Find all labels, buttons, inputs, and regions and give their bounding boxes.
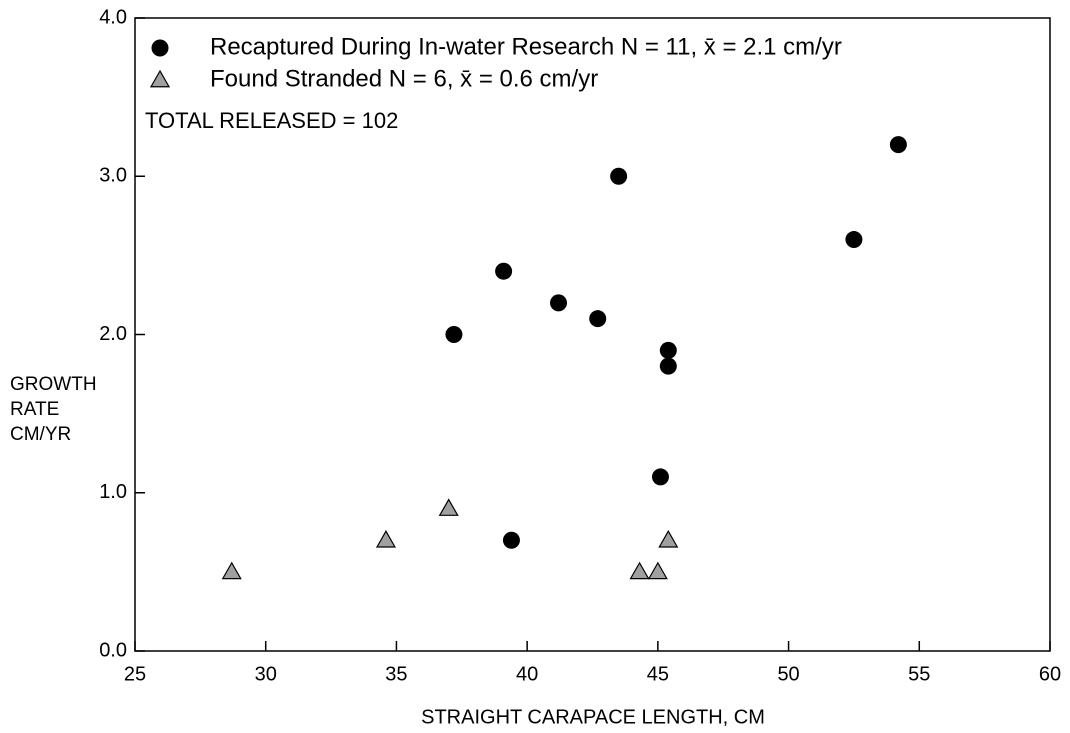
- circle-marker: [589, 310, 607, 328]
- triangle-marker: [438, 498, 459, 516]
- x-tick-label: 55: [908, 663, 930, 685]
- y-tick-label: 1.0: [99, 481, 127, 503]
- y-axis-label: GROWTH: [10, 374, 97, 395]
- triangle-marker: [629, 561, 650, 580]
- x-tick-label: 30: [255, 663, 277, 685]
- circle-marker: [845, 231, 863, 249]
- legend-label: Recaptured During In-water Research N = …: [210, 33, 842, 60]
- y-tick-label: 2.0: [99, 323, 127, 345]
- y-tick-label: 3.0: [99, 165, 127, 187]
- circle-marker: [445, 326, 463, 343]
- circle-marker: [502, 531, 520, 549]
- annotation: TOTAL RELEASED = 102: [145, 108, 398, 133]
- circle-marker: [550, 294, 568, 312]
- x-tick-label: 50: [777, 663, 799, 685]
- triangle-marker: [647, 561, 668, 580]
- x-axis-label: STRAIGHT CARAPACE LENGTH, CM: [421, 706, 765, 728]
- y-axis-label: RATE: [10, 399, 59, 420]
- x-tick-label: 35: [385, 663, 407, 685]
- y-tick-label: 4.0: [99, 6, 127, 28]
- x-tick-label: 25: [124, 663, 146, 685]
- circle-marker: [610, 167, 628, 185]
- circle-marker: [495, 262, 513, 280]
- y-tick-label: 0.0: [99, 639, 127, 661]
- triangle-marker: [658, 530, 679, 548]
- x-tick-label: 45: [647, 663, 669, 685]
- x-tick-label: 40: [516, 663, 538, 685]
- x-tick-label: 60: [1039, 663, 1061, 685]
- y-axis-label: CM/YR: [10, 424, 71, 445]
- circle-marker: [151, 39, 169, 57]
- circle-marker: [659, 341, 677, 359]
- triangle-marker: [149, 69, 171, 88]
- legend-label: Found Stranded N = 6, x̄ = 0.6 cm/yr: [210, 65, 598, 92]
- circle-marker: [651, 468, 669, 486]
- triangle-marker: [221, 561, 242, 580]
- circle-marker: [659, 357, 677, 375]
- circle-marker: [889, 136, 907, 154]
- triangle-marker: [375, 530, 397, 548]
